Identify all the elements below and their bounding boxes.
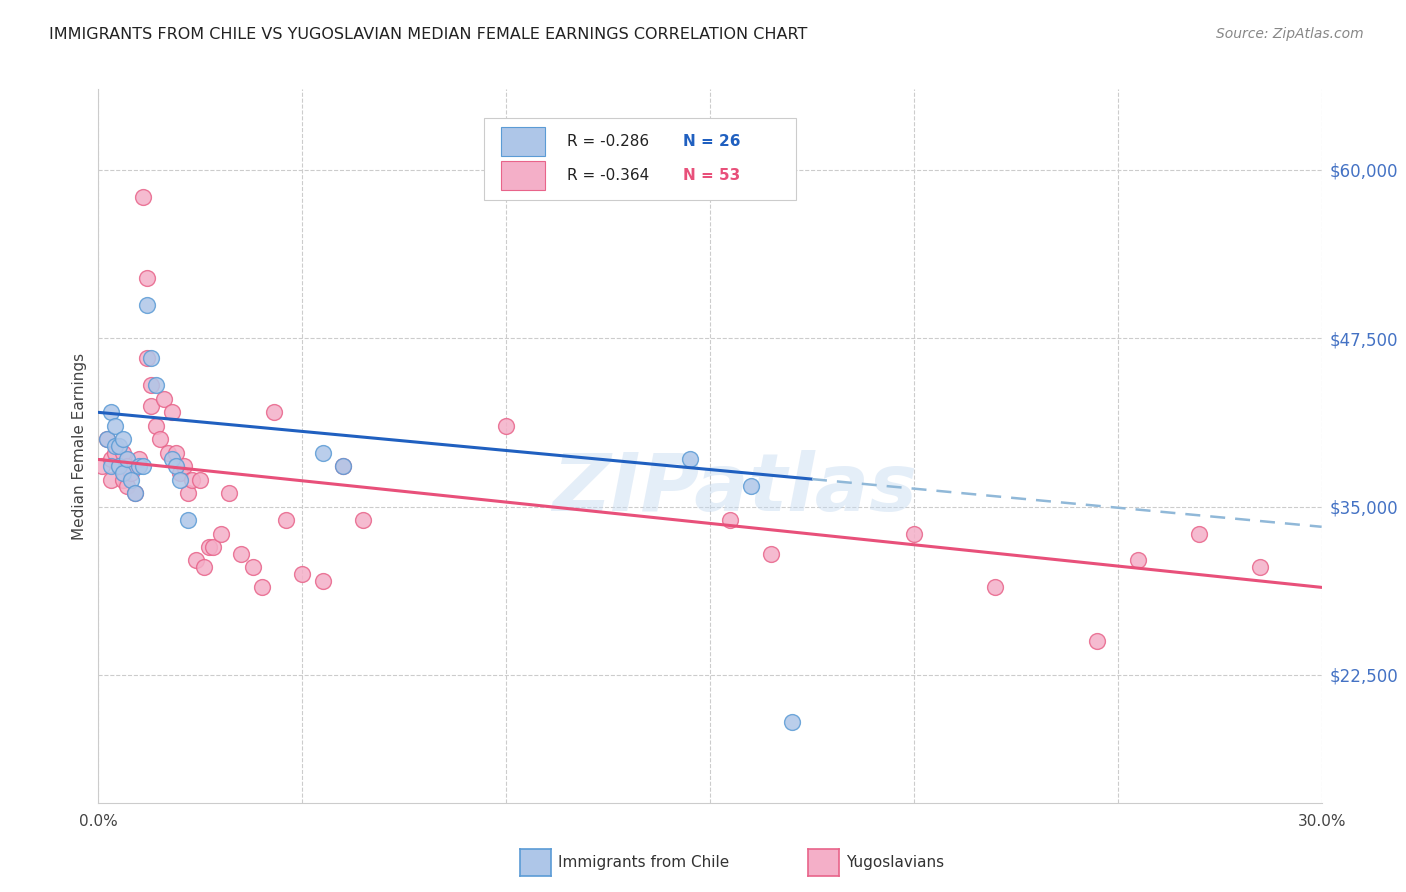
Point — [1085, 634, 1108, 648]
Point — [720, 513, 742, 527]
Point — [136, 351, 159, 366]
Point — [679, 452, 702, 467]
Point — [160, 405, 183, 419]
Point — [197, 540, 219, 554]
Text: Immigrants from Chile: Immigrants from Chile — [558, 855, 730, 870]
Point — [169, 466, 191, 480]
Point — [115, 479, 138, 493]
Text: Source: ZipAtlas.com: Source: ZipAtlas.com — [1216, 27, 1364, 41]
Point — [291, 566, 314, 581]
Point — [1249, 560, 1271, 574]
Text: N = 26: N = 26 — [683, 134, 741, 149]
Point — [108, 459, 131, 474]
Point — [111, 473, 134, 487]
Point — [780, 714, 803, 729]
Point — [177, 513, 200, 527]
Point — [209, 526, 232, 541]
Point — [312, 446, 335, 460]
Point — [141, 351, 163, 366]
Point — [104, 418, 127, 433]
Text: R = -0.364: R = -0.364 — [567, 168, 650, 183]
Point — [91, 459, 114, 474]
Text: IMMIGRANTS FROM CHILE VS YUGOSLAVIAN MEDIAN FEMALE EARNINGS CORRELATION CHART: IMMIGRANTS FROM CHILE VS YUGOSLAVIAN MED… — [49, 27, 807, 42]
Text: N = 53: N = 53 — [683, 168, 741, 183]
Point — [149, 432, 172, 446]
Point — [136, 270, 159, 285]
Point — [141, 399, 163, 413]
Point — [250, 580, 273, 594]
Point — [903, 526, 925, 541]
Point — [115, 452, 138, 467]
Point — [100, 405, 122, 419]
Point — [218, 486, 240, 500]
Point — [145, 418, 167, 433]
Point — [169, 473, 191, 487]
Point — [312, 574, 335, 588]
Point — [332, 459, 354, 474]
Point — [128, 452, 150, 467]
Point — [96, 432, 118, 446]
Point — [160, 452, 183, 467]
Point — [115, 459, 138, 474]
Point — [111, 466, 134, 480]
Point — [136, 298, 159, 312]
Point — [352, 513, 374, 527]
Point — [761, 547, 783, 561]
Point — [111, 446, 134, 460]
Bar — [501, 161, 546, 190]
Point — [128, 459, 150, 474]
Point — [96, 432, 118, 446]
Point — [201, 540, 224, 554]
Point — [165, 459, 187, 474]
Point — [141, 378, 163, 392]
Point — [132, 190, 155, 204]
Point — [104, 439, 127, 453]
Point — [181, 473, 204, 487]
Point — [120, 473, 142, 487]
Point — [274, 513, 297, 527]
Point — [173, 459, 195, 474]
Point — [495, 418, 517, 433]
Point — [100, 452, 122, 467]
Point — [740, 479, 762, 493]
Point — [984, 580, 1007, 594]
Point — [1188, 526, 1211, 541]
Bar — [501, 127, 546, 155]
FancyBboxPatch shape — [484, 118, 796, 200]
Point — [104, 446, 127, 460]
Point — [242, 560, 264, 574]
Point — [231, 547, 253, 561]
Y-axis label: Median Female Earnings: Median Female Earnings — [72, 352, 87, 540]
Point — [156, 446, 179, 460]
Point — [188, 473, 212, 487]
Point — [152, 392, 174, 406]
Point — [120, 466, 142, 480]
Text: R = -0.286: R = -0.286 — [567, 134, 650, 149]
Point — [124, 486, 146, 500]
Point — [111, 432, 134, 446]
Point — [177, 486, 200, 500]
Point — [132, 459, 155, 474]
Point — [193, 560, 215, 574]
Text: ZIPatlas: ZIPatlas — [553, 450, 917, 528]
Point — [100, 459, 122, 474]
Point — [124, 486, 146, 500]
Point — [1128, 553, 1150, 567]
Point — [165, 446, 187, 460]
Point — [108, 459, 131, 474]
Text: Yugoslavians: Yugoslavians — [846, 855, 945, 870]
Point — [186, 553, 208, 567]
Point — [145, 378, 167, 392]
Point — [332, 459, 354, 474]
Point — [263, 405, 285, 419]
Point — [100, 473, 122, 487]
Point — [108, 439, 131, 453]
